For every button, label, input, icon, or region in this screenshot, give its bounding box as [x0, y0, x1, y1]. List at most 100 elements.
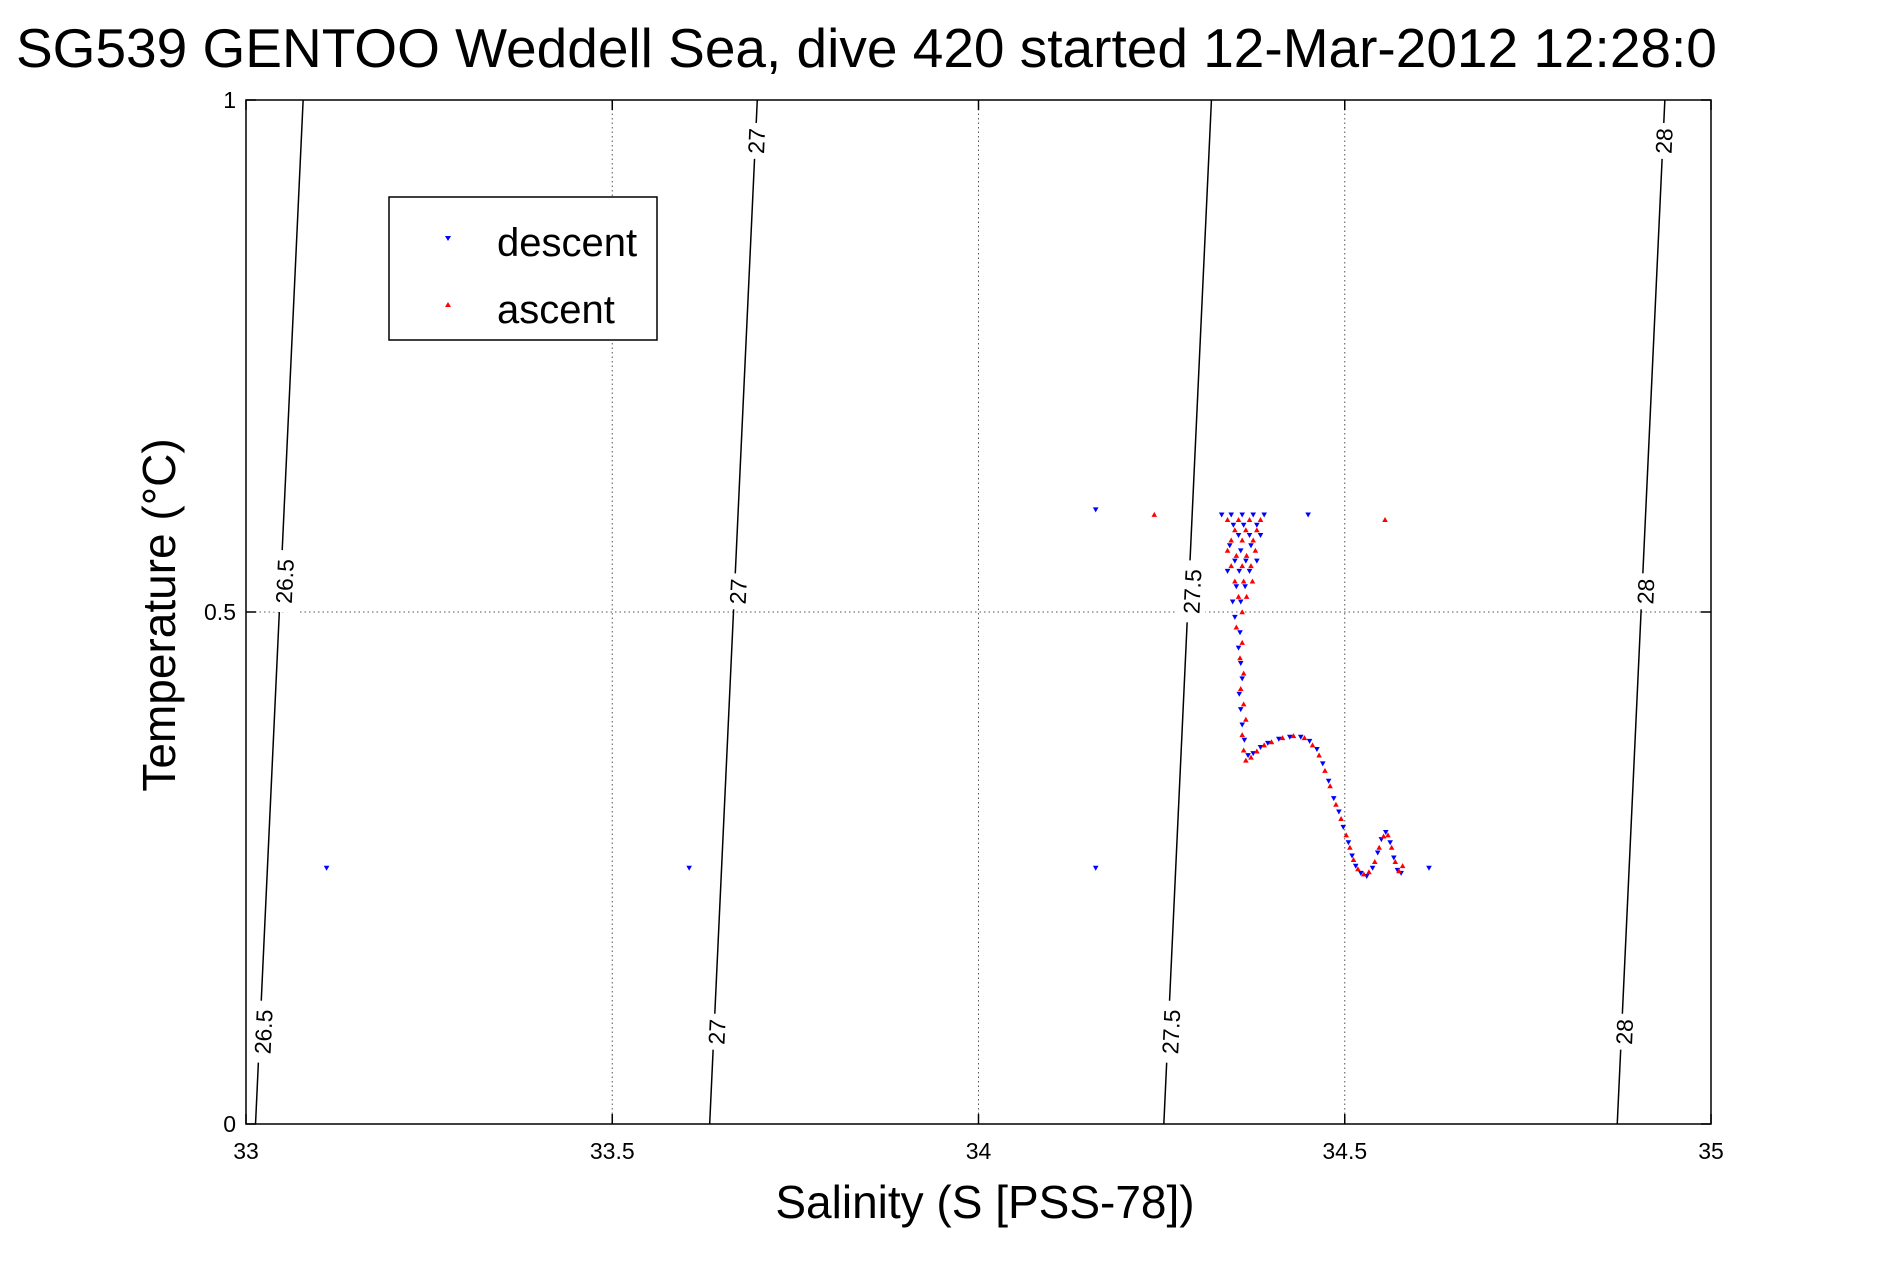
density-contour-line — [1616, 99, 1666, 1125]
ascent-point — [1228, 537, 1235, 543]
ascent-point — [1240, 670, 1247, 676]
legend-marker-descent — [445, 236, 451, 241]
ascent-point — [1232, 527, 1238, 533]
descent-point — [1092, 507, 1099, 513]
ascent-point — [1151, 511, 1158, 517]
ascent-point — [1243, 757, 1249, 763]
ascent-point — [1237, 686, 1244, 691]
contour-label-background — [269, 549, 301, 613]
descent-point — [1232, 614, 1238, 620]
ascent-point — [1388, 844, 1395, 850]
descent-point — [1325, 778, 1332, 784]
descent-point — [1232, 558, 1238, 564]
ascent-point — [1240, 747, 1247, 753]
descent-point — [1240, 522, 1247, 528]
descent-point — [1330, 796, 1337, 802]
ascent-point — [1248, 563, 1254, 569]
contour-label-background — [1155, 1000, 1187, 1064]
ascent-point — [1382, 517, 1388, 523]
descent-point — [1358, 870, 1364, 876]
descent-point — [1246, 568, 1253, 574]
descent-point — [1230, 522, 1237, 528]
x-tick-label: 33 — [233, 1138, 259, 1164]
descent-point — [1250, 751, 1256, 757]
ascent-point — [1239, 732, 1245, 738]
descent-point — [1305, 512, 1311, 518]
y-tick-label: 0.5 — [204, 599, 236, 625]
ascent-point — [1240, 701, 1247, 707]
ascent-point — [1246, 517, 1253, 523]
ascent-point — [1309, 742, 1316, 748]
ascent-point — [1392, 859, 1399, 865]
x-axis-label: Salinity (S [PSS-78]) — [775, 1176, 1194, 1228]
contour-label-background — [1630, 572, 1661, 611]
ascent-point — [1235, 517, 1242, 523]
ascent-point — [1399, 863, 1406, 869]
ascent-point — [1237, 655, 1243, 661]
descent-point — [1245, 753, 1251, 759]
descent-point — [1254, 522, 1260, 528]
ascent-point — [1239, 563, 1245, 569]
density-contours: 26.5 26.5 27 27 27 27.5 27.5 28 28 28 — [248, 99, 1679, 1125]
descent-point — [1237, 548, 1244, 554]
ascent-point — [1257, 517, 1264, 523]
ascent-point — [1252, 547, 1259, 553]
descent-point — [1241, 737, 1248, 743]
x-tick-label: 34 — [966, 1138, 992, 1164]
descent-point — [1261, 512, 1267, 518]
descent-point — [1237, 661, 1244, 666]
density-contour-line — [708, 99, 759, 1125]
ascent-point — [1233, 624, 1240, 630]
descent-point — [1319, 761, 1326, 767]
descent-point — [1235, 645, 1242, 651]
ascent-point — [1240, 578, 1247, 584]
ascent-point — [1254, 748, 1260, 754]
descent-point — [1236, 568, 1243, 574]
descent-point — [1250, 512, 1256, 518]
ascent-point — [1249, 578, 1256, 584]
descent-point — [1235, 533, 1242, 538]
legend-box — [388, 196, 658, 341]
x-tick-label: 35 — [1698, 1138, 1724, 1164]
descent-point — [1228, 512, 1235, 518]
ascent-point — [1243, 527, 1249, 533]
contour-label: 28 — [1630, 572, 1661, 611]
descent-point — [1237, 599, 1244, 605]
descent-point — [1257, 744, 1264, 750]
descent-point — [1236, 691, 1243, 697]
contour-label-text: 28 — [1611, 1018, 1638, 1045]
contour-label-background — [702, 1013, 732, 1051]
chart-title: SG539 GENTOO Weddell Sea, dive 420 start… — [16, 17, 1717, 79]
contour-label-text: 28 — [1651, 128, 1678, 155]
descent-point — [1257, 533, 1264, 538]
descent-point — [1254, 558, 1260, 564]
ascent-point — [1239, 639, 1245, 645]
legend: descent ascent — [388, 196, 658, 341]
descent-point — [1248, 543, 1254, 549]
ascent-point — [1268, 739, 1275, 745]
ascent-point — [1316, 752, 1322, 758]
contour-label: 27.5 — [1155, 1000, 1187, 1064]
descent-point — [1426, 865, 1432, 871]
contour-label-text: 27 — [703, 1018, 730, 1045]
contour-label-text: 26.5 — [271, 558, 299, 604]
ascent-point — [1380, 833, 1387, 839]
ascent-point — [1224, 517, 1231, 523]
ascent-point — [1243, 552, 1250, 558]
axis-ticks: 33 33.5 34 34.5 35 0 0.5 1 — [204, 87, 1724, 1164]
descent-point — [1233, 584, 1240, 590]
ascent-point — [1371, 859, 1378, 865]
descent-point — [1229, 599, 1236, 605]
ascent-point — [1327, 783, 1333, 789]
ascent-point — [1396, 868, 1402, 874]
contour-label-background — [248, 1000, 280, 1064]
descent-point — [1374, 850, 1381, 856]
descent-point — [1265, 740, 1271, 746]
descent-point — [1237, 707, 1244, 713]
legend-marker-ascent — [445, 302, 451, 307]
contour-label-background — [1176, 559, 1208, 624]
ascent-point — [1243, 593, 1250, 599]
contour-label-text: 27 — [743, 128, 770, 155]
descent-point — [1336, 809, 1342, 815]
ascent-point — [1261, 742, 1267, 748]
